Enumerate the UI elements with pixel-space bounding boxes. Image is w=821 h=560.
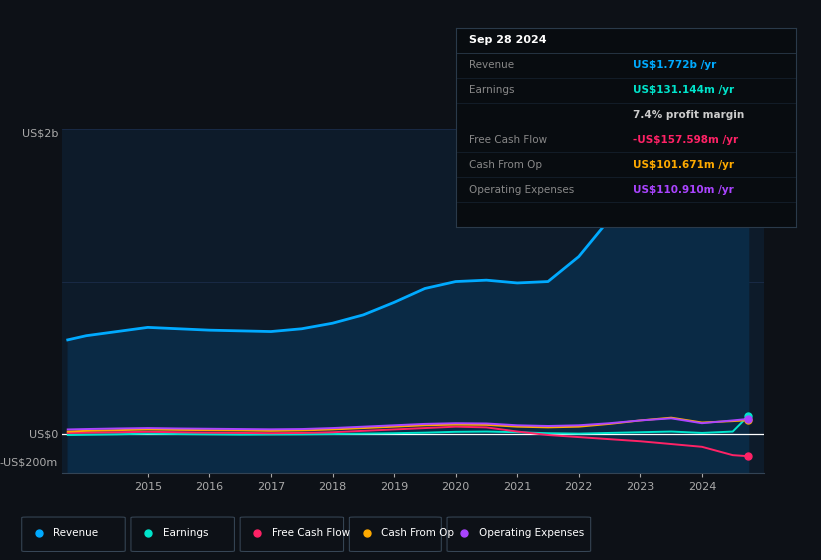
- Text: US$1.772b /yr: US$1.772b /yr: [633, 60, 716, 70]
- Text: Earnings: Earnings: [163, 529, 208, 538]
- Text: Revenue: Revenue: [470, 60, 515, 70]
- Text: US$0: US$0: [29, 430, 58, 439]
- Text: US$131.144m /yr: US$131.144m /yr: [633, 85, 734, 95]
- Text: Operating Expenses: Operating Expenses: [470, 185, 575, 194]
- Text: -US$200m: -US$200m: [0, 457, 58, 467]
- Text: Cash From Op: Cash From Op: [381, 529, 454, 538]
- Text: Free Cash Flow: Free Cash Flow: [470, 135, 548, 145]
- Text: Revenue: Revenue: [53, 529, 99, 538]
- Text: Cash From Op: Cash From Op: [470, 160, 543, 170]
- Text: Operating Expenses: Operating Expenses: [479, 529, 584, 538]
- Text: US$2b: US$2b: [21, 129, 58, 139]
- Text: Sep 28 2024: Sep 28 2024: [470, 35, 547, 45]
- Text: -US$157.598m /yr: -US$157.598m /yr: [633, 135, 738, 145]
- Text: 7.4% profit margin: 7.4% profit margin: [633, 110, 744, 120]
- Text: Earnings: Earnings: [470, 85, 515, 95]
- Text: Free Cash Flow: Free Cash Flow: [272, 529, 350, 538]
- Text: US$110.910m /yr: US$110.910m /yr: [633, 185, 734, 194]
- Text: US$101.671m /yr: US$101.671m /yr: [633, 160, 734, 170]
